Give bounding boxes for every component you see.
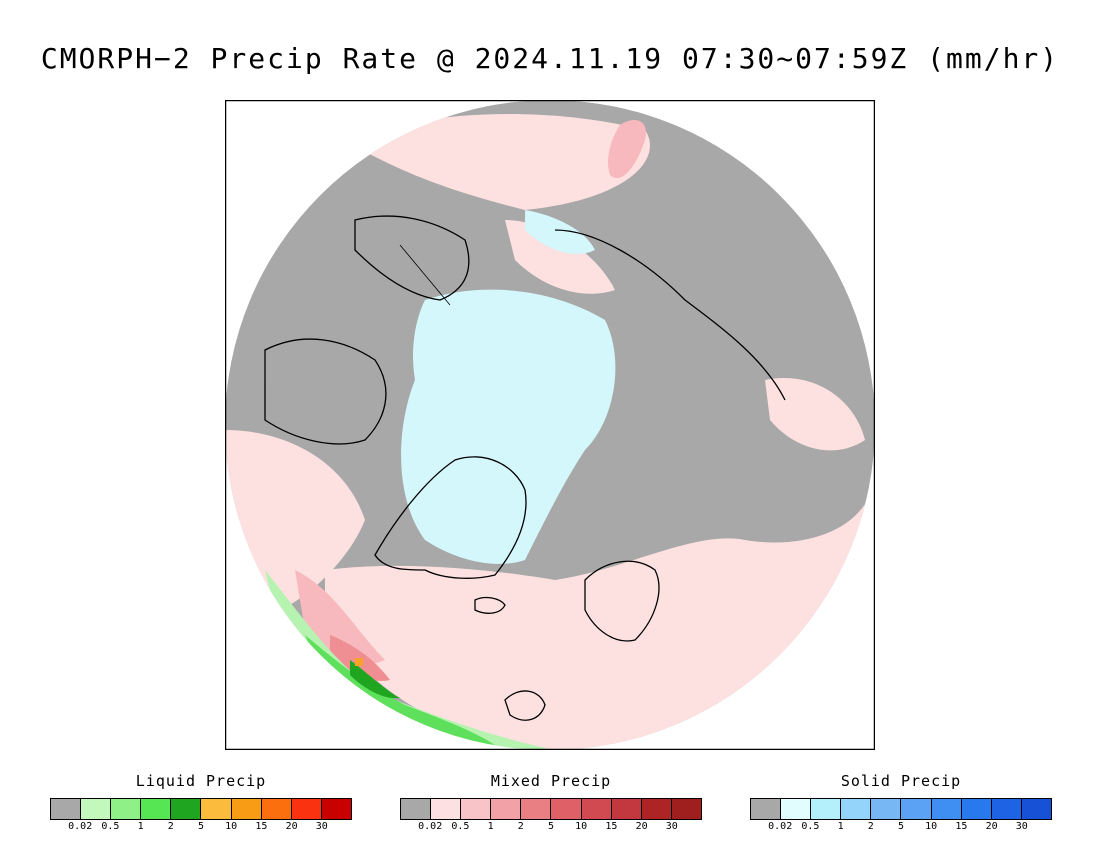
mixed-precip-area-siberia	[765, 378, 865, 451]
precip-field	[225, 100, 875, 750]
legend-swatch	[401, 799, 432, 819]
scandinavia-coastline	[584, 560, 660, 642]
alaska-yukon-border	[399, 244, 451, 306]
legend-tick-label: 1	[137, 821, 144, 832]
legend-tick-label: 0.5	[451, 821, 470, 832]
legend-tick-label: 0.5	[801, 821, 820, 832]
legend-swatch	[141, 799, 172, 819]
mixed-precip-area-north	[345, 113, 650, 210]
legend-title: Liquid Precip	[135, 772, 267, 790]
legend-swatch	[961, 799, 992, 819]
legend-colorbar	[750, 798, 1052, 820]
solid-precip-area-chukchi	[525, 210, 595, 254]
legend-tick-label: 15	[605, 821, 618, 832]
legend-title: Mixed Precip	[490, 772, 612, 790]
legend-tick-label: 10	[225, 821, 238, 832]
legend-swatch	[751, 799, 782, 819]
legend-tick-label: 0.02	[768, 821, 793, 832]
legend-swatch	[201, 799, 232, 819]
legend-tick-label: 5	[547, 821, 555, 832]
legend-tick-label: 20	[635, 821, 648, 832]
solid-precip-area-arctic	[401, 289, 616, 564]
legend-tick-label: 30	[315, 821, 328, 832]
siberia-coastline	[554, 229, 786, 401]
legend-tick-label: 5	[897, 821, 905, 832]
legend-tick-label: 1	[837, 821, 844, 832]
legend-swatch	[521, 799, 552, 819]
legend-swatch	[901, 799, 932, 819]
map-border	[224, 99, 876, 751]
map-svg	[224, 99, 876, 751]
legend-mixed-precip: Mixed Precip 0.02 0.5 1 2 5 10 15 20 30	[400, 772, 702, 835]
legend-swatch	[51, 799, 82, 819]
mixed-precip-core	[330, 635, 390, 681]
chart-title: CMORPH−2 Precip Rate @ 2024.11.19 07:30~…	[40, 42, 1060, 75]
legend-tick-label: 2	[517, 821, 524, 832]
legend-colorbar	[50, 798, 352, 820]
legend-ticks: 0.02 0.5 1 2 5 10 15 20 30	[750, 821, 1052, 835]
legend-tick-label: 15	[955, 821, 968, 832]
legend-swatch	[841, 799, 872, 819]
legend-swatch	[81, 799, 112, 819]
legend-tick-label: 2	[867, 821, 874, 832]
mixed-precip-area-bering	[505, 220, 615, 294]
legend-swatch	[291, 799, 322, 819]
mixed-precip-streak-chukotka	[608, 120, 646, 179]
legend-swatch	[1021, 799, 1051, 819]
legend-ticks: 0.02 0.5 1 2 5 10 15 20 30	[50, 821, 352, 835]
mixed-precip-area-atlantic	[325, 480, 875, 750]
legend-swatch	[461, 799, 492, 819]
legend-swatch	[231, 799, 262, 819]
legend-tick-label: 5	[197, 821, 205, 832]
legend-swatch	[431, 799, 462, 819]
legend-swatch	[931, 799, 962, 819]
legend-colorbar	[400, 798, 702, 820]
legend-swatch	[551, 799, 582, 819]
legend-tick-label: 30	[665, 821, 678, 832]
legend-swatch	[991, 799, 1022, 819]
legend-swatch	[261, 799, 292, 819]
legend-swatch	[171, 799, 202, 819]
legend-tick-label: 10	[575, 821, 588, 832]
legend-swatch	[641, 799, 672, 819]
legend-tick-label: 0.02	[418, 821, 443, 832]
legend-swatch	[581, 799, 612, 819]
legend-tick-label: 0.5	[101, 821, 120, 832]
legend-title: Solid Precip	[840, 772, 962, 790]
legend-tick-label: 20	[985, 821, 998, 832]
iceland-coastline	[474, 596, 506, 614]
legend-tick-label: 0.02	[68, 821, 93, 832]
legend-ticks: 0.02 0.5 1 2 5 10 15 20 30	[400, 821, 702, 835]
legend-swatch	[811, 799, 842, 819]
legend-swatch	[491, 799, 522, 819]
britain-coastline	[504, 690, 546, 721]
greenland-coastline	[374, 456, 527, 579]
legend-swatch	[781, 799, 812, 819]
liquid-precip-peak	[355, 658, 363, 666]
legend-tick-label: 10	[925, 821, 938, 832]
legend-swatch	[611, 799, 642, 819]
canadian-archipelago-coastline	[264, 338, 387, 445]
legend-tick-label: 1	[487, 821, 494, 832]
legend-solid-precip: Solid Precip 0.02 0.5 1 2 5 10 15 20 30	[750, 772, 1052, 835]
coastlines	[264, 215, 786, 721]
legend-swatch	[111, 799, 142, 819]
legend-tick-label: 30	[1015, 821, 1028, 832]
legend-tick-label: 15	[255, 821, 268, 832]
polar-precip-map	[224, 99, 876, 751]
legend-swatch	[671, 799, 701, 819]
alaska-coastline	[354, 215, 470, 301]
legend-liquid-precip: Liquid Precip 0.02 0.5 1 2 5 10 15 20 30	[50, 772, 352, 835]
legend-swatch	[321, 799, 351, 819]
legend-tick-label: 20	[285, 821, 298, 832]
legend-swatch	[871, 799, 902, 819]
legend-tick-label: 2	[167, 821, 174, 832]
